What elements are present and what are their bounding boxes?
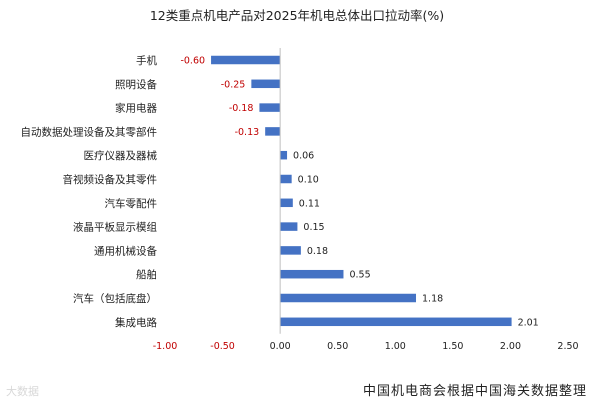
data-label: 0.55 — [349, 270, 370, 281]
data-label: 0.06 — [293, 151, 314, 162]
x-tick-label: 1.50 — [442, 341, 463, 352]
source-note: 中国机电商会根据中国海关数据整理 — [362, 384, 587, 399]
bar — [259, 103, 281, 112]
data-label: 2.01 — [518, 317, 539, 328]
x-tick-label: 0.00 — [270, 341, 291, 352]
x-axis-tick-labels: -1.00 -0.50 0.00 0.50 1.00 1.50 2.00 2.50 — [153, 341, 579, 352]
bars — [211, 55, 512, 327]
bar — [265, 127, 281, 136]
data-label: -0.60 — [180, 56, 205, 67]
x-tick-label: 2.50 — [557, 341, 578, 352]
category-label: 通用机械设备 — [94, 244, 157, 257]
data-label: -0.13 — [235, 127, 260, 138]
bar — [211, 55, 281, 65]
x-tick-label: 1.00 — [385, 341, 406, 352]
bar — [280, 150, 288, 160]
bar — [280, 198, 293, 208]
x-tick-label: 2.00 — [500, 341, 521, 352]
chart-title: 12类重点机电产品对2025年机电总体出口拉动率(%) — [150, 8, 444, 23]
bar — [280, 317, 512, 327]
category-label: 集成电路 — [115, 316, 157, 329]
category-label: 自动数据处理设备及其零部件 — [21, 125, 158, 138]
bar — [251, 79, 281, 89]
bar — [280, 269, 344, 279]
data-label: 0.11 — [299, 198, 320, 209]
data-label: 0.10 — [298, 175, 319, 186]
chart-canvas: 12类重点机电产品对2025年机电总体出口拉动率(%) 手机照明设备家用电器自动… — [21, 8, 579, 352]
data-label: 0.15 — [303, 222, 324, 233]
bar — [280, 174, 292, 184]
category-label: 船舶 — [136, 268, 157, 281]
category-label: 汽车零配件 — [105, 197, 158, 210]
value-labels: -0.60 -0.25 -0.18 -0.13 0.06 0.10 0.11 0.15 0.18… — [180, 56, 538, 329]
category-labels: 手机照明设备家用电器自动数据处理设备及其零部件医疗仪器及器械音视频设备及其零件汽… — [21, 54, 158, 329]
category-label: 手机 — [136, 54, 157, 67]
bar — [280, 293, 417, 303]
data-label: 0.18 — [307, 246, 328, 257]
data-label: -0.18 — [229, 103, 254, 114]
category-label: 家用电器 — [115, 102, 157, 115]
category-label: 液晶平板显示模组 — [73, 221, 157, 234]
bar — [280, 222, 298, 231]
watermark-text: 大数据 — [6, 385, 39, 398]
category-label: 汽车（包括底盘） — [73, 292, 157, 305]
data-label: -0.25 — [221, 79, 246, 90]
x-tick-label: 0.50 — [327, 341, 348, 352]
category-label: 医疗仪器及器械 — [84, 149, 158, 162]
x-tick-label: -1.00 — [153, 341, 178, 352]
data-label: 1.18 — [422, 294, 443, 305]
category-label: 照明设备 — [115, 78, 157, 91]
bar — [280, 246, 301, 255]
x-tick-label: -0.50 — [210, 341, 235, 352]
category-label: 音视频设备及其零件 — [63, 173, 158, 186]
